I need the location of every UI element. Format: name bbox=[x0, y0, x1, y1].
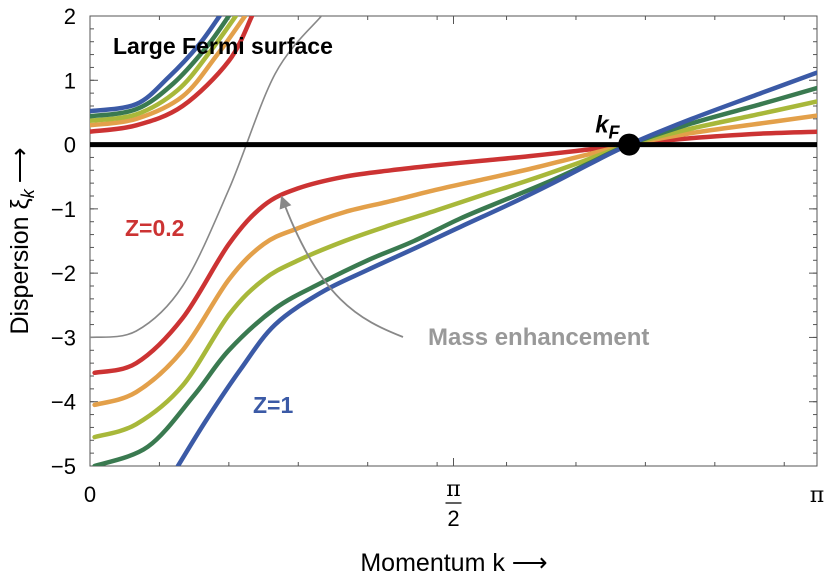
x-tick-label-numerator: π bbox=[446, 477, 460, 502]
y-tick-label: −3 bbox=[51, 325, 76, 350]
x-axis-title: Momentum k ⟶ bbox=[360, 549, 547, 577]
z-small-label: Z=0.2 bbox=[125, 215, 184, 241]
fermi-point-marker bbox=[618, 133, 641, 156]
y-tick-label: 1 bbox=[64, 68, 76, 93]
y-tick-label: −1 bbox=[51, 197, 76, 222]
z-one-label: Z=1 bbox=[253, 392, 293, 418]
bare-dispersion-line bbox=[90, 16, 323, 339]
dispersion-line-4 bbox=[92, 85, 817, 466]
y-tick-label: 2 bbox=[64, 4, 76, 29]
dispersion-line-5 bbox=[175, 70, 817, 466]
axis-tick-labels: 2 1 0 −1 −2 −3 −4 −5 0 π 2 π bbox=[51, 4, 824, 531]
x-tick-label: π bbox=[810, 483, 824, 508]
y-tick-label: 0 bbox=[64, 133, 76, 158]
upper-branch-line-1 bbox=[90, 16, 255, 134]
upper-branch-line-4 bbox=[90, 16, 232, 119]
upper-branch-line-3 bbox=[90, 16, 239, 124]
upper-branch-line-2 bbox=[90, 16, 248, 128]
fermi-momentum-label: kF bbox=[595, 112, 620, 143]
chart-title: Large Fermi surface bbox=[113, 33, 333, 59]
mass-enhancement-arrow bbox=[279, 195, 404, 338]
y-tick-label: −2 bbox=[51, 261, 76, 286]
y-tick-label: −4 bbox=[51, 390, 76, 415]
dispersion-line-1 bbox=[92, 129, 817, 376]
dispersion-lines bbox=[90, 16, 817, 466]
dispersion-line-2 bbox=[92, 113, 817, 408]
dispersion-line-3 bbox=[92, 99, 817, 440]
x-tick-label: 0 bbox=[84, 482, 96, 507]
plot-frame bbox=[89, 15, 818, 467]
upper-branch-line-5 bbox=[90, 16, 222, 114]
x-tick-label-denominator: 2 bbox=[447, 506, 459, 531]
axis-ticks bbox=[89, 15, 818, 467]
y-axis-title: Dispersion ξk⟶ bbox=[6, 147, 38, 334]
y-tick-label: −5 bbox=[51, 454, 76, 479]
mass-enhancement-label: Mass enhancement bbox=[428, 324, 649, 351]
